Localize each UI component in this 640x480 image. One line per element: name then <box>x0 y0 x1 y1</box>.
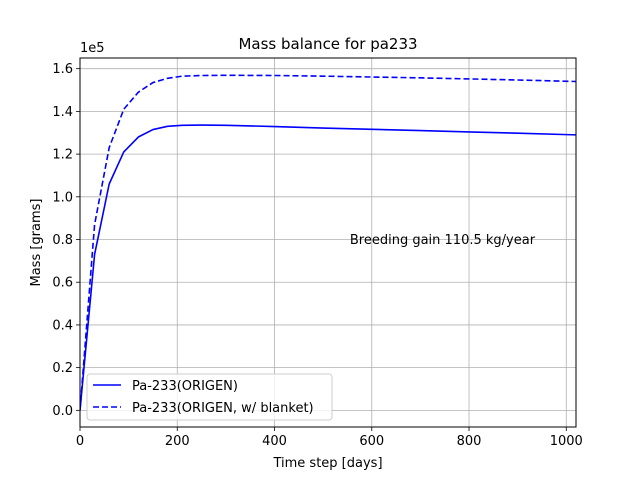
y-tick-label: 1.2 <box>52 148 73 163</box>
y-tick-label: 1.0 <box>52 190 73 205</box>
series-line-origen-blanket <box>80 74 576 411</box>
grid <box>79 58 576 427</box>
y-axis-label: Mass [grams] <box>29 198 44 286</box>
y-tick-label: 0.0 <box>52 404 73 419</box>
y-tick-label: 1.6 <box>52 62 73 77</box>
x-tick-label: 1000 <box>550 434 583 449</box>
x-tick-label: 600 <box>359 434 384 449</box>
series-lines <box>80 74 576 411</box>
legend-box <box>86 373 333 421</box>
y-offset-label: 1e5 <box>80 41 105 56</box>
y-tick-label: 0.6 <box>52 276 73 291</box>
series-line-origen <box>80 124 576 411</box>
y-tick-label: 1.4 <box>52 105 73 120</box>
x-tick-label: 800 <box>457 434 482 449</box>
plot-frame <box>79 57 577 428</box>
y-tick-label: 0.2 <box>52 361 73 376</box>
legend-label-origen: Pa-233(ORIGEN) <box>132 379 238 394</box>
axis-ticks: 0 200 400 600 800 1000 0.0 0.2 0.4 0.6 0.8 1.0 1.2 1.… <box>52 62 583 449</box>
legend: Pa-233(ORIGEN) Pa-233(ORIGEN, w/ blanket… <box>86 373 333 421</box>
breeding-gain-annotation: Breeding gain 110.5 kg/year <box>350 233 536 248</box>
x-axis-label: Time step [days] <box>272 456 382 471</box>
x-tick-label: 400 <box>262 434 287 449</box>
legend-label-origen-blanket: Pa-233(ORIGEN, w/ blanket) <box>132 401 314 416</box>
y-tick-label: 0.8 <box>52 233 73 248</box>
x-tick-label: 0 <box>76 434 84 449</box>
chart-title: Mass balance for pa233 <box>238 35 417 53</box>
x-tick-label: 200 <box>165 434 190 449</box>
y-tick-label: 0.4 <box>52 318 73 333</box>
